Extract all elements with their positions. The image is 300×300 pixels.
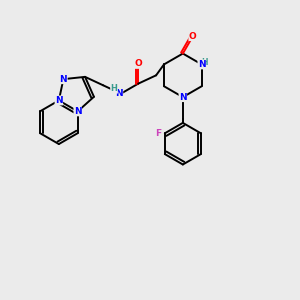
Text: O: O (189, 32, 196, 40)
Text: N: N (74, 107, 82, 116)
Text: N: N (179, 93, 187, 102)
Text: F: F (155, 129, 161, 138)
Text: N: N (115, 89, 123, 98)
Text: H: H (201, 58, 208, 67)
Text: N: N (55, 96, 63, 105)
Text: N: N (60, 75, 67, 84)
Text: O: O (134, 59, 142, 68)
Text: N: N (198, 60, 206, 69)
Text: H: H (111, 84, 118, 93)
